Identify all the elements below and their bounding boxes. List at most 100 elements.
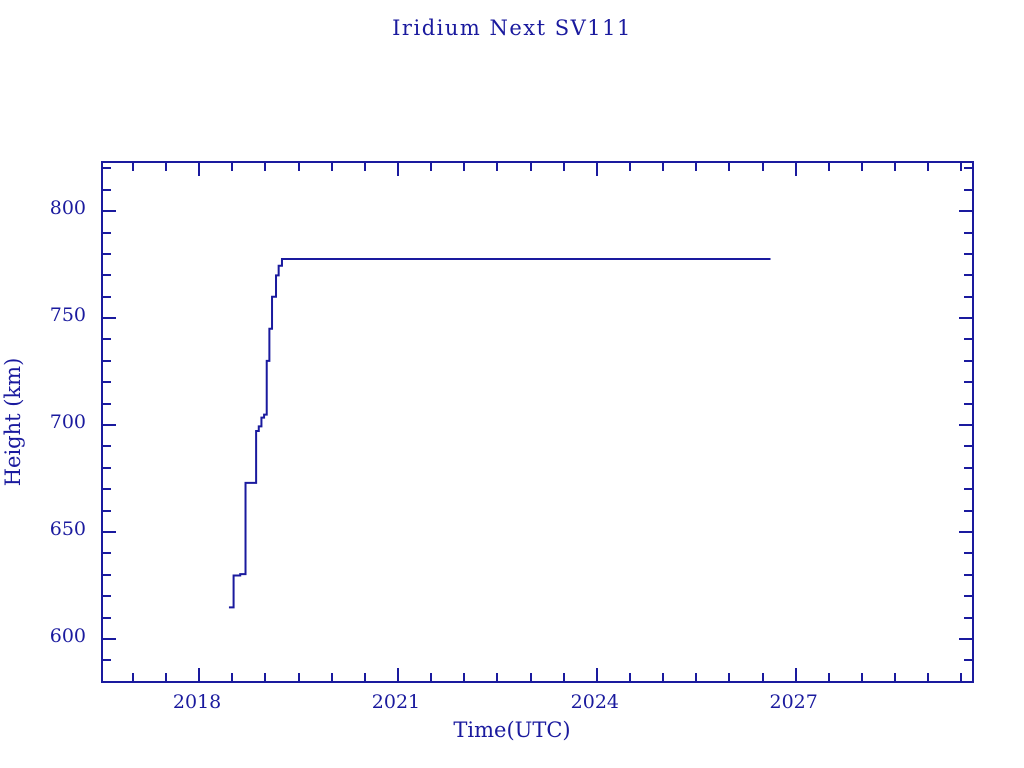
x-tick-minor-top [496, 163, 499, 171]
x-tick-major-top [396, 163, 399, 176]
x-tick-minor-top [562, 163, 565, 171]
x-tick-minor-top [662, 163, 665, 171]
x-tick-minor-top [761, 163, 764, 171]
x-tick-minor [628, 673, 631, 681]
x-tick-minor-top [463, 163, 466, 171]
y-tick-minor-right [964, 659, 972, 662]
y-tick-minor [103, 552, 111, 555]
x-tick-minor [827, 673, 830, 681]
x-tick-minor-top [131, 163, 134, 171]
y-tick-minor [103, 445, 111, 448]
y-tick-minor-right [964, 616, 972, 619]
y-tick-minor [103, 402, 111, 405]
y-tick-minor-right [964, 573, 972, 576]
y-tick-minor-right [964, 552, 972, 555]
x-tick-major [396, 668, 399, 681]
x-tick-minor [430, 673, 433, 681]
x-tick-label: 2018 [172, 691, 222, 713]
x-tick-label: 2027 [769, 691, 818, 713]
y-tick-minor-right [964, 445, 972, 448]
y-tick-minor [103, 252, 111, 255]
y-tick-minor [103, 488, 111, 491]
y-tick-minor-right [964, 274, 972, 277]
x-tick-major [595, 668, 598, 681]
y-tick-minor [103, 466, 111, 469]
x-tick-label: 2021 [371, 691, 421, 713]
x-tick-minor [894, 673, 897, 681]
y-tick-minor-right [964, 381, 972, 384]
plot-area [101, 161, 974, 683]
y-tick-major-right [959, 210, 972, 213]
y-tick-label: 650 [49, 518, 86, 541]
y-tick-minor-right [964, 231, 972, 234]
x-tick-minor-top [960, 163, 963, 171]
x-tick-major-top [595, 163, 598, 176]
x-tick-minor [463, 673, 466, 681]
y-tick-minor-right [964, 509, 972, 512]
y-tick-minor-right [964, 188, 972, 191]
y-tick-minor [103, 188, 111, 191]
y-tick-minor-right [964, 295, 972, 298]
y-tick-label: 600 [49, 625, 86, 647]
y-tick-major [103, 531, 116, 534]
x-tick-major [794, 668, 797, 681]
x-tick-minor [761, 673, 764, 681]
x-tick-minor [297, 673, 300, 681]
y-tick-minor [103, 359, 111, 362]
y-tick-label: 800 [49, 197, 86, 220]
x-tick-minor-top [164, 163, 167, 171]
y-tick-minor-right [964, 680, 972, 683]
x-tick-minor-top [430, 163, 433, 171]
chart-title: Iridium Next SV111 [392, 16, 632, 40]
y-tick-major-right [959, 638, 972, 640]
x-tick-minor [330, 673, 333, 681]
x-tick-minor [264, 673, 267, 681]
x-tick-minor-top [264, 163, 267, 171]
y-tick-minor-right [964, 402, 972, 405]
y-tick-minor [103, 338, 111, 341]
y-tick-minor-right [964, 338, 972, 341]
y-tick-label: 700 [49, 411, 86, 434]
x-tick-minor [496, 673, 499, 681]
y-tick-minor [103, 231, 111, 234]
x-tick-minor [960, 673, 963, 681]
y-tick-minor [103, 616, 111, 619]
x-tick-minor-top [827, 163, 830, 171]
y-tick-major [103, 210, 116, 213]
x-tick-minor-top [860, 163, 863, 171]
y-tick-minor-right [964, 488, 972, 491]
y-tick-minor-right [964, 466, 972, 469]
y-tick-minor [103, 295, 111, 298]
x-tick-minor [529, 673, 532, 681]
x-tick-minor [562, 673, 565, 681]
y-tick-minor-right [964, 252, 972, 255]
y-tick-minor [103, 167, 111, 170]
x-tick-minor [131, 673, 134, 681]
y-tick-major-right [959, 424, 972, 427]
x-tick-minor-top [297, 163, 300, 171]
x-tick-label: 2024 [570, 691, 619, 713]
x-tick-minor [695, 673, 698, 681]
y-tick-major [103, 424, 116, 427]
x-tick-minor-top [927, 163, 930, 171]
y-tick-minor [103, 381, 111, 384]
y-tick-minor [103, 680, 111, 683]
x-axis-label: Time(UTC) [453, 718, 571, 742]
x-tick-major-top [198, 163, 201, 176]
y-tick-minor-right [964, 167, 972, 170]
x-tick-minor [662, 673, 665, 681]
y-tick-major-right [959, 317, 972, 320]
y-tick-minor [103, 573, 111, 576]
y-tick-label: 750 [49, 304, 86, 327]
y-tick-minor [103, 274, 111, 277]
x-tick-minor [363, 673, 366, 681]
height-series-line [228, 258, 771, 609]
y-axis-label: Height (km) [1, 357, 25, 487]
y-tick-major [103, 638, 116, 640]
y-tick-minor [103, 595, 111, 598]
x-tick-minor-top [363, 163, 366, 171]
x-tick-minor [164, 673, 167, 681]
y-tick-major-right [959, 531, 972, 534]
x-tick-minor-top [529, 163, 532, 171]
